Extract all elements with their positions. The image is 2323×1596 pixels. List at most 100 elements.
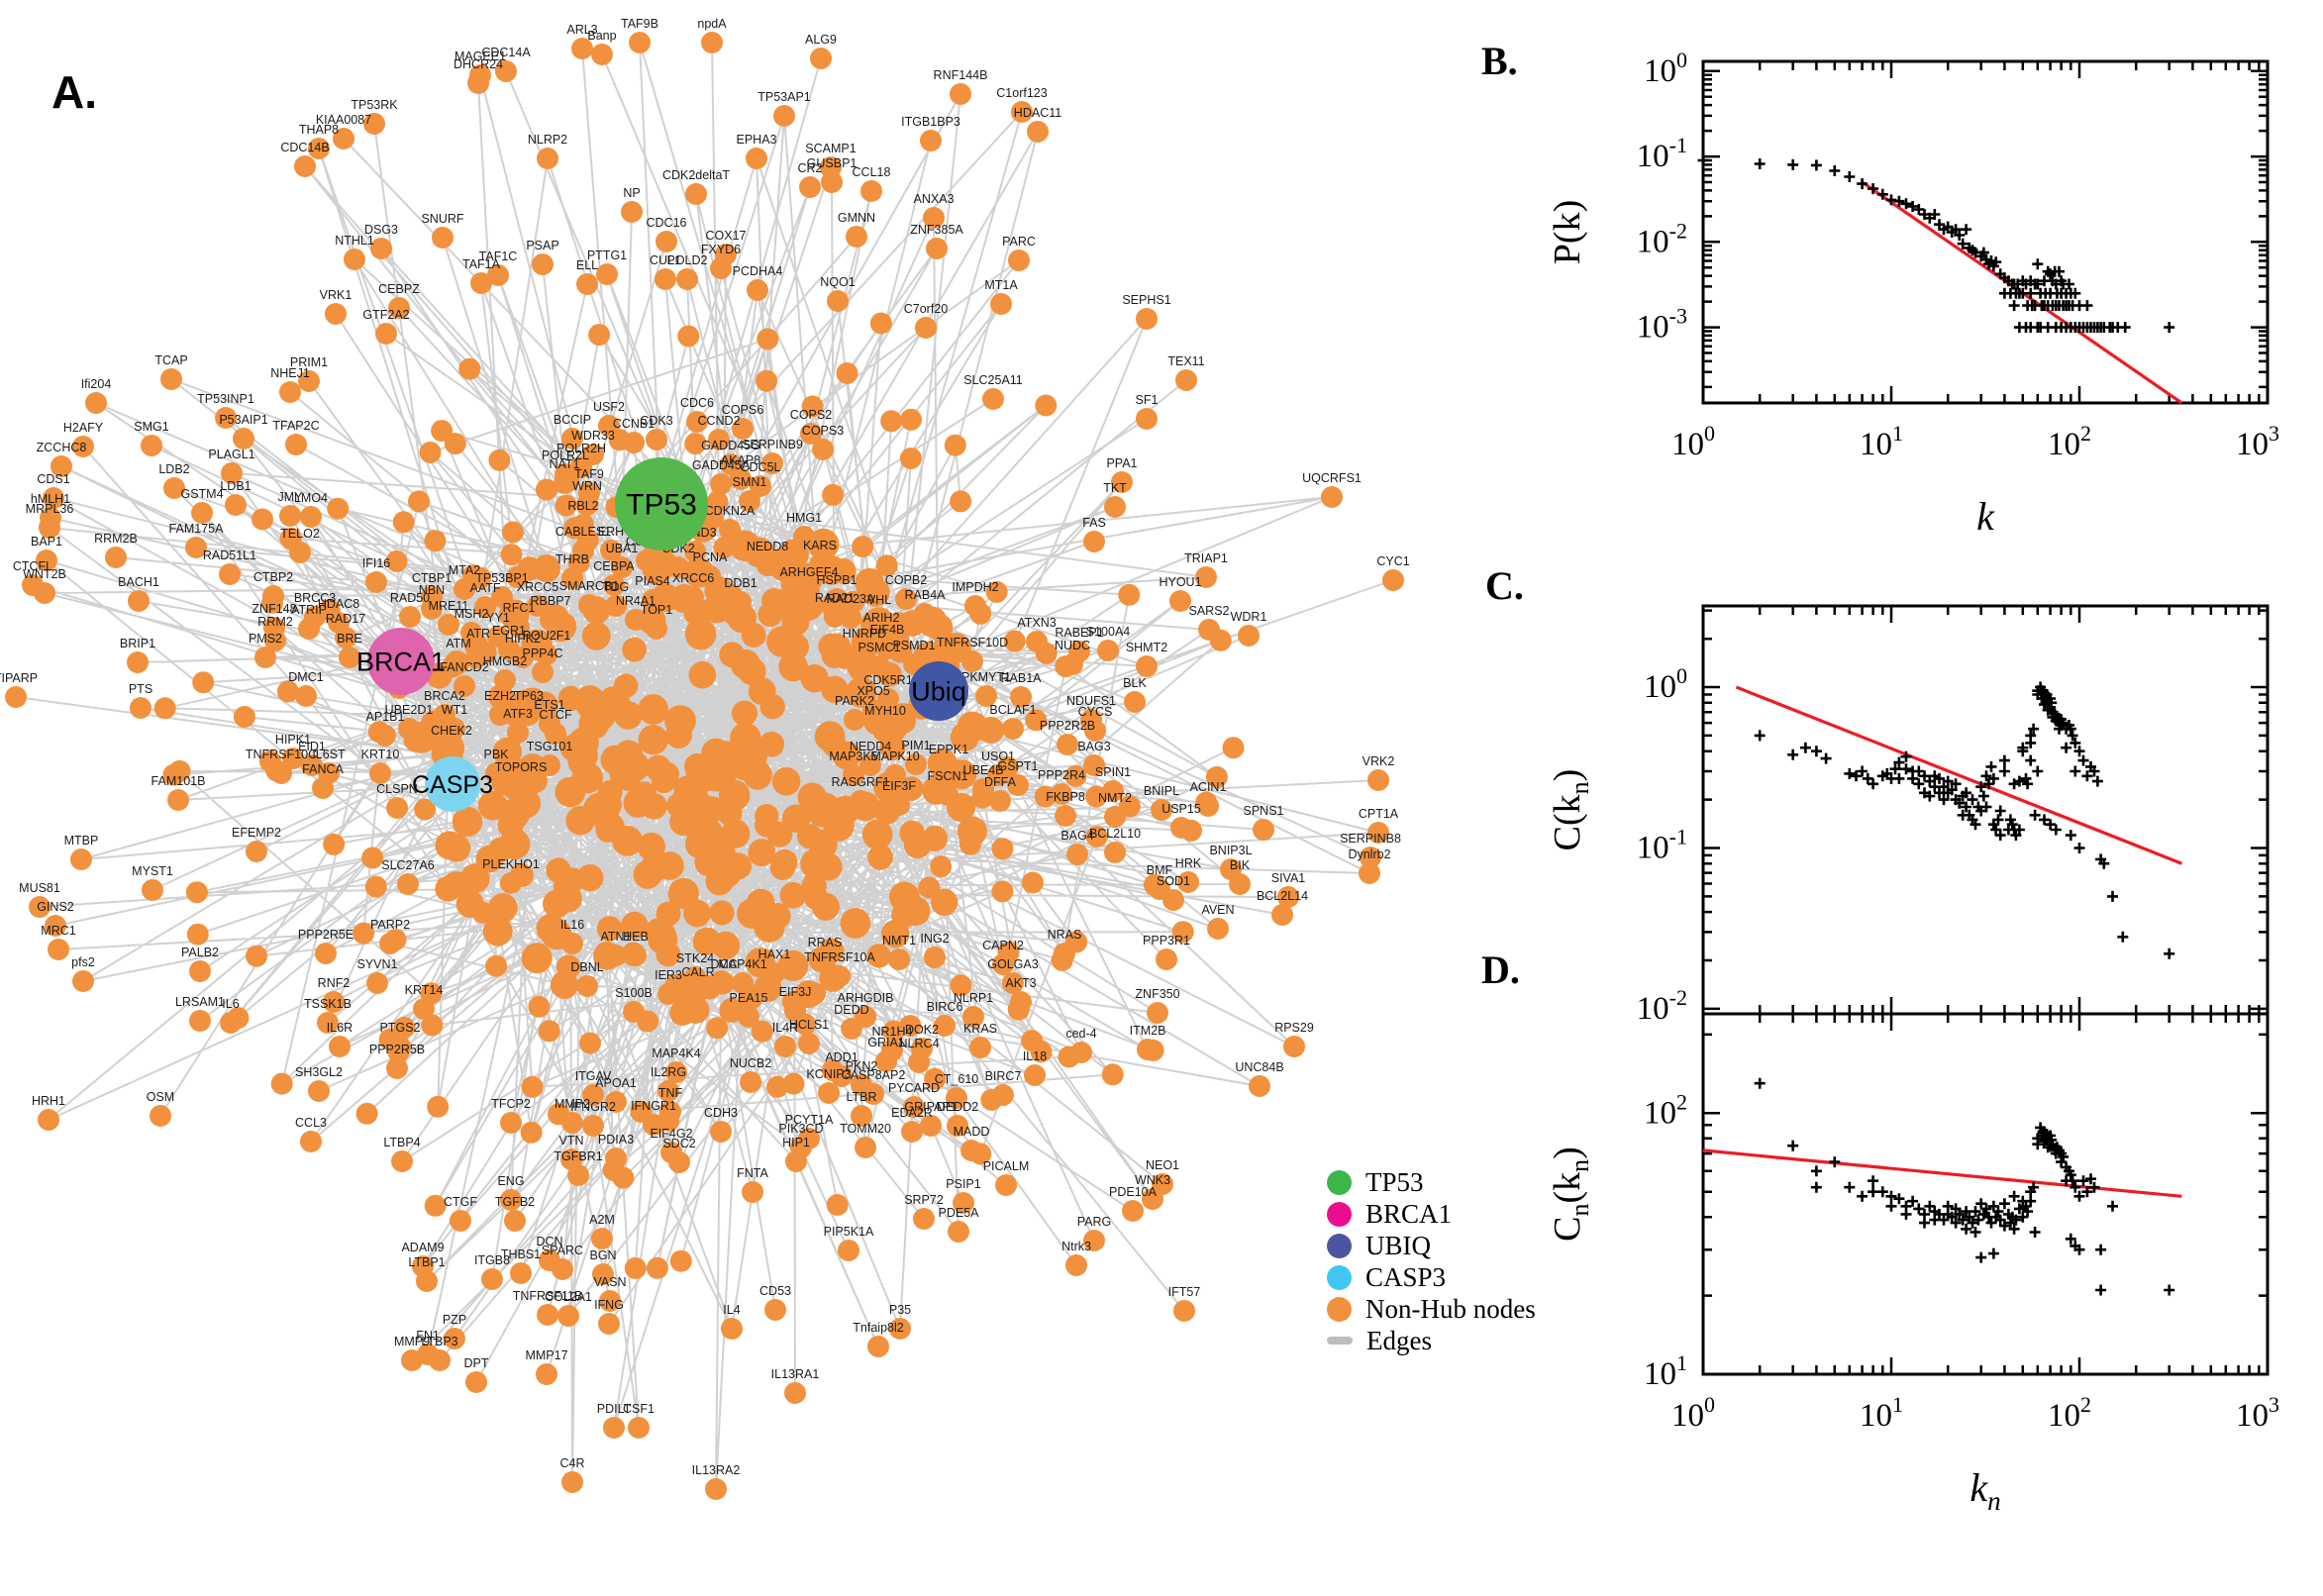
network-node (721, 1318, 743, 1340)
network-node-label: COL2A1 (545, 1290, 592, 1304)
network-node-label: PARC (1002, 235, 1036, 249)
network-node-label: BGN (589, 1248, 616, 1262)
network-node-label: Ifi204 (81, 377, 112, 391)
network-node-label: FN1 (416, 1329, 440, 1343)
non-hub-labeled-nodes (5, 32, 1404, 1500)
network-node-label: IL6R (327, 1021, 353, 1035)
network-node-label: CPT1A (1359, 807, 1399, 821)
network-node-label: PPP4C (523, 647, 563, 660)
network-node (914, 603, 936, 625)
network-node-label: MSH2 (454, 607, 489, 621)
network-node-label: TKT (1103, 481, 1127, 495)
network-node-label: HNRPD (843, 627, 886, 641)
network-node-label: IL6 (222, 997, 239, 1011)
network-node-label: NRAS (1048, 928, 1082, 942)
network-node-label: TP63 (514, 689, 544, 703)
network-node-label: ALG9 (805, 33, 837, 47)
network-node-label: FKBP8 (1046, 790, 1085, 804)
network-node (1382, 569, 1404, 591)
network-node-label: DSG3 (364, 223, 398, 237)
network-node-label: EDA2R (891, 1106, 933, 1120)
network-node-label: THAP8 (299, 123, 339, 137)
network-node (908, 1051, 930, 1073)
network-node-label: MAGEE1 (454, 50, 506, 63)
network-node (643, 1114, 664, 1136)
network-node-label: EID1 (298, 740, 326, 753)
network-node (160, 368, 182, 390)
network-node (946, 1087, 967, 1109)
network-node-label: PTTG1 (587, 249, 627, 262)
network-node-label: H2AFY (63, 421, 104, 435)
network-node-label: PPP2R5B (369, 1043, 425, 1056)
network-node (798, 1033, 820, 1054)
network-node-label: NEDD4 (850, 740, 891, 753)
network-node-label: HEB (623, 930, 649, 944)
network-node (621, 201, 643, 223)
network-node (397, 873, 419, 895)
network-node (221, 462, 243, 484)
network-node (219, 563, 241, 585)
network-node (1008, 249, 1030, 271)
network-node (1010, 686, 1032, 708)
network-node-label: CCL3 (295, 1116, 327, 1130)
network-node (508, 616, 530, 638)
network-node-label: PEA15 (730, 991, 768, 1005)
network-node (289, 542, 311, 563)
network-node-label: IFI16 (362, 556, 391, 570)
network-node (1136, 655, 1158, 677)
network-node-label: DOK2 (905, 1023, 939, 1037)
scatter-points (1754, 681, 2175, 959)
network-node (561, 933, 583, 954)
network-node (1360, 847, 1381, 868)
network-node (572, 514, 594, 536)
network-node-label: MAPK10 (870, 749, 919, 763)
network-node-label: ZNF385A (910, 223, 963, 237)
network-node (128, 590, 150, 612)
network-node (370, 238, 392, 259)
plot-frame (1701, 59, 2270, 405)
network-node-label: TEX11 (1167, 354, 1204, 368)
network-node-label: NLRP2 (528, 133, 567, 147)
axis-tick-label: 10-2 (1637, 985, 1687, 1027)
network-node-label: BRCA2 (424, 689, 465, 703)
network-node-label: USO1 (981, 749, 1015, 763)
network-node-label: NLRP1 (954, 991, 993, 1005)
network-node-label: CALR (681, 965, 714, 979)
network-node-label: HCLS1 (789, 1018, 829, 1032)
network-node (982, 388, 1004, 410)
network-node-label: PSMC1 (858, 641, 900, 654)
network-node-label: PARP2 (370, 918, 410, 932)
network-node (901, 1121, 923, 1143)
network-node (494, 669, 516, 691)
network-node (763, 962, 785, 984)
network-node-label: MAP4K1 (718, 957, 766, 971)
network-node-label: HMGB2 (483, 654, 528, 668)
network-node-label: AKAP8 (721, 453, 760, 467)
network-node (1142, 1188, 1163, 1210)
network-node-label: TNFRSF11B (513, 1289, 583, 1303)
network-node (972, 778, 994, 800)
network-node-label: S100B (615, 986, 653, 1000)
y-axis-label: C(kn) (1547, 769, 1594, 851)
network-node-label: SERPINB9 (742, 438, 803, 451)
network-node (888, 794, 910, 816)
network-node-label: FSCN1 (928, 769, 968, 783)
network-node-label: RAD50 (390, 591, 430, 605)
network-node-label: PARK2 (835, 694, 874, 708)
network-node-label: NEO1 (1146, 1158, 1179, 1172)
network-node-label: LRSAM1 (175, 995, 225, 1009)
axis-tick-label: 101 (1860, 421, 1903, 462)
network-node (701, 32, 723, 53)
network-node-label: MADD (954, 1125, 990, 1139)
network-node-label: CABLES1 (556, 525, 611, 539)
x-axis-label: k (1976, 494, 1995, 539)
y-axis-label: P(k) (1547, 200, 1588, 264)
network-node-label: PPP2R4 (1038, 768, 1085, 782)
network-node-label: TOPORS (495, 760, 548, 774)
network-node-label: SMN1 (733, 475, 767, 489)
network-node-label: UBA1 (606, 542, 639, 555)
network-node (642, 589, 663, 611)
network-node-label: RPS29 (1274, 1021, 1314, 1035)
network-node (657, 1080, 679, 1102)
network-node-label: SLC27A6 (381, 858, 435, 872)
